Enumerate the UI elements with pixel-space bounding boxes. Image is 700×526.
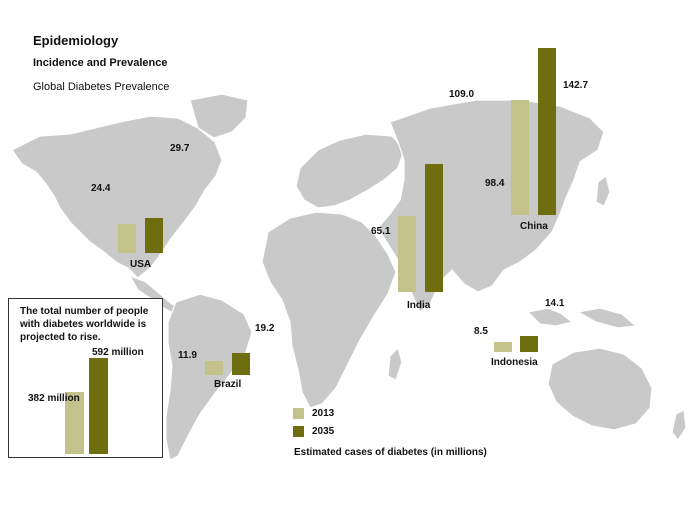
bar-indonesia-2035 <box>520 335 538 352</box>
inset-text: The total number of people with diabetes… <box>20 306 149 343</box>
bar-brazil-2035 <box>232 352 250 375</box>
value-label-india-2013: 65.1 <box>371 226 391 237</box>
bar-usa-2013 <box>118 224 136 253</box>
southeast-asia-islands <box>526 307 574 327</box>
inset-bar-2035 <box>89 357 108 454</box>
bar-brazil-2013 <box>205 361 223 375</box>
value-label-china-2035: 142.7 <box>563 80 589 91</box>
legend-swatch-2035 <box>293 426 304 437</box>
value-label-usa-2035: 29.7 <box>170 143 190 154</box>
legend-swatch-2013 <box>293 408 304 419</box>
value-label-usa-2013: 24.4 <box>91 183 111 194</box>
legend-label-2013: 2013 <box>312 408 335 419</box>
greenland-landmass <box>189 93 249 139</box>
africa-landmass <box>261 211 397 409</box>
country-label-brazil: Brazil <box>214 379 242 390</box>
chart-title: Global Diabetes Prevalence <box>33 81 170 93</box>
value-label-brazil-2035: 19.2 <box>255 323 275 334</box>
new-zealand-landmass <box>671 409 687 442</box>
bar-usa-2035 <box>145 218 163 253</box>
bar-india-2035 <box>425 164 443 292</box>
japan-landmass <box>595 174 611 207</box>
australia-landmass <box>547 347 653 431</box>
bar-indonesia-2013 <box>494 342 512 352</box>
south-america-landmass <box>165 293 253 461</box>
value-label-india-2035: 109.0 <box>449 89 475 100</box>
inset-label-2035: 592 million <box>92 347 144 358</box>
north-america-landmass <box>11 115 223 279</box>
inset-bar-2013 <box>65 391 84 454</box>
chart-caption: Estimated cases of diabetes (in millions… <box>294 447 487 458</box>
bar-india-2013 <box>398 215 416 292</box>
bar-china-2013 <box>511 99 529 215</box>
country-label-usa: USA <box>130 259 152 270</box>
legend-label-2035: 2035 <box>312 426 335 437</box>
europe-landmass <box>295 133 405 209</box>
country-label-china: China <box>520 221 548 232</box>
value-label-brazil-2013: 11.9 <box>178 350 197 361</box>
country-label-india: India <box>407 300 431 311</box>
page-subtitle: Incidence and Prevalence <box>33 57 168 69</box>
country-label-indonesia: Indonesia <box>491 357 538 368</box>
bar-china-2035 <box>538 48 556 215</box>
inset-label-2013: 382 million <box>28 393 80 404</box>
value-label-indonesia-2035: 14.1 <box>545 298 565 309</box>
page-title: Epidemiology <box>33 33 119 48</box>
madagascar-landmass <box>387 346 403 381</box>
value-label-indonesia-2013: 8.5 <box>474 326 488 337</box>
value-label-china-2013: 98.4 <box>485 178 505 189</box>
worldwide-inset: The total number of people with diabetes… <box>8 298 163 458</box>
